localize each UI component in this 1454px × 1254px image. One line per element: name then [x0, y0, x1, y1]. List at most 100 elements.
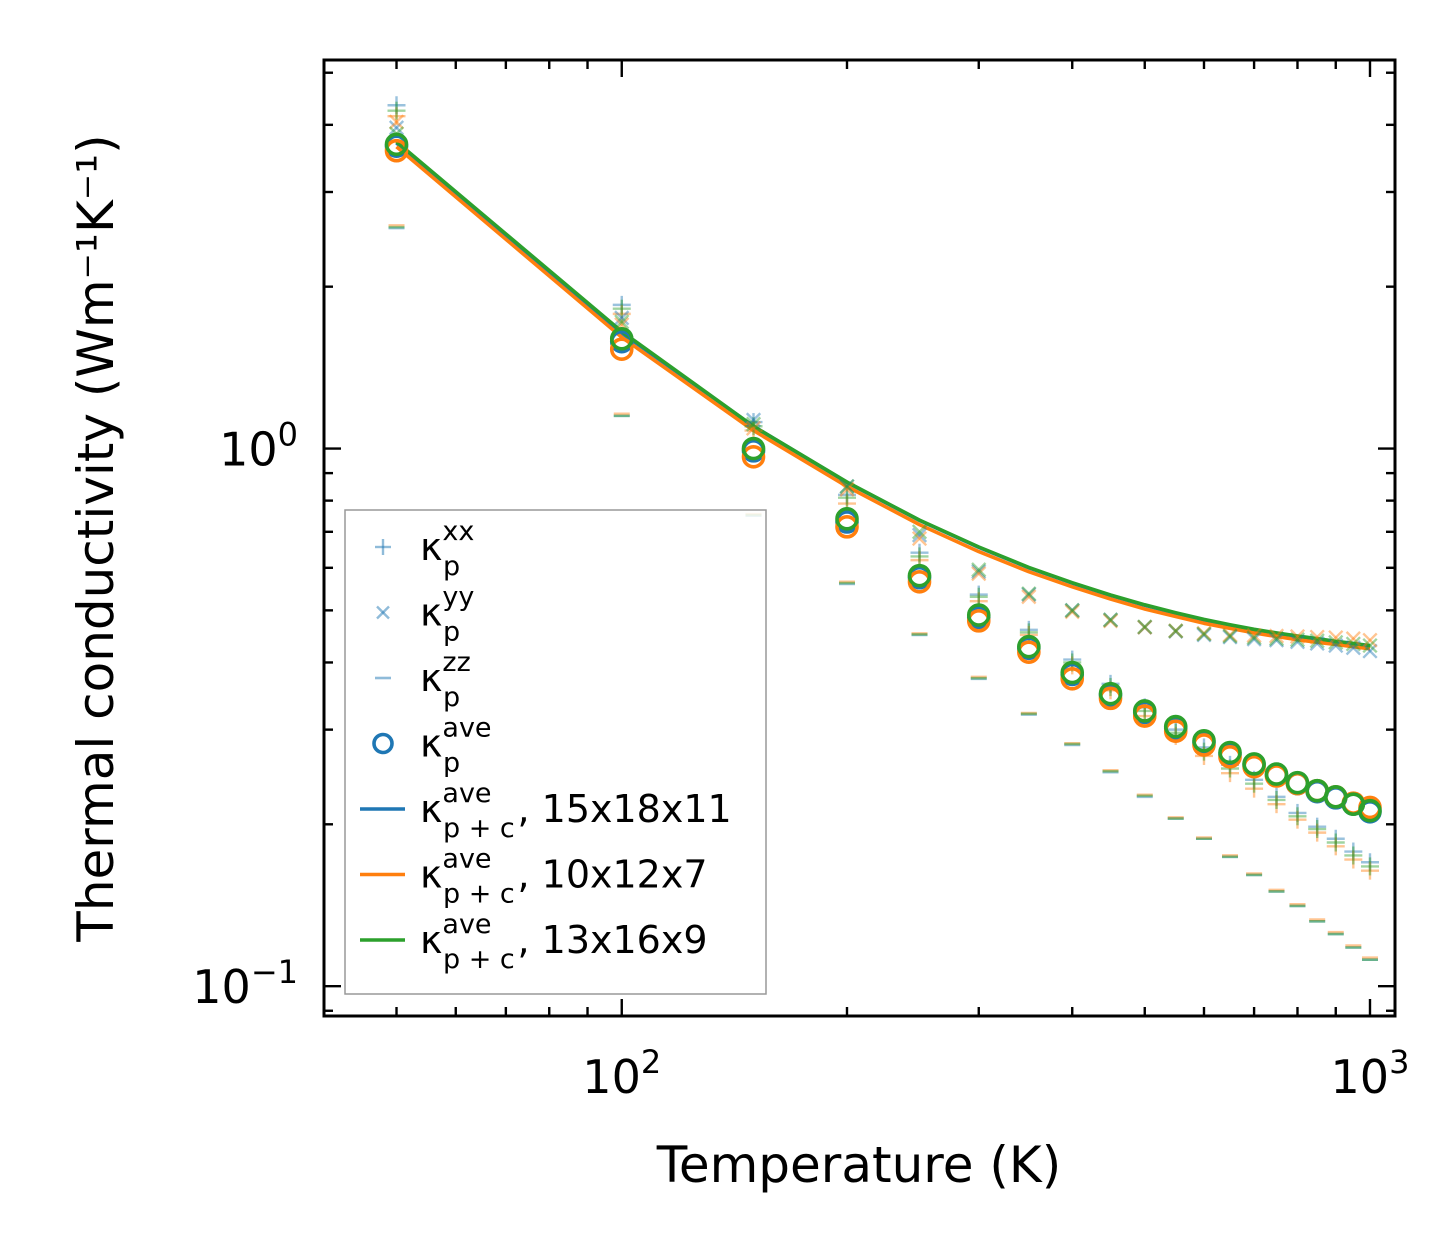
series-5-point-6-a [1021, 586, 1037, 602]
series-5-point-17 [1328, 634, 1344, 650]
series-11-point-13-ring [1242, 752, 1266, 776]
series-4-point-12 [1222, 627, 1238, 643]
series-3-point-11-b [1196, 627, 1212, 643]
data-markers [384, 96, 1382, 961]
series-4-point-13 [1246, 627, 1262, 644]
legend-suffix: , 15x18x11 [518, 787, 732, 831]
legend-superscript: xx [442, 516, 474, 547]
series-3-point-6-a [1021, 586, 1037, 603]
x-tick-label-exponent: 3 [1389, 1043, 1409, 1081]
series-1-point-18 [1344, 850, 1363, 869]
series-5-point-7-b [1064, 602, 1080, 618]
series-3-point-1-a [614, 310, 630, 326]
series-0-point-0 [387, 96, 406, 115]
series-4-point-10 [1168, 623, 1184, 639]
series-4-point-9-a [1137, 619, 1153, 635]
series-5-point-10-a [1168, 623, 1184, 639]
series-4-point-15-b [1289, 628, 1306, 645]
series-11-point-1 [609, 326, 634, 351]
series-3-point-15 [1289, 634, 1306, 650]
series-0-point-17 [1326, 829, 1345, 848]
series-line-13 [395, 145, 1371, 651]
legend-item-4: κave p + c, 15x18x11 [360, 778, 732, 844]
series-4-point-14-b [1268, 628, 1285, 644]
series-3-point-11-a [1196, 627, 1212, 643]
series-3-point-5-a [971, 564, 987, 580]
series-5-point-13 [1246, 629, 1262, 646]
series-11-point-8 [1098, 681, 1123, 706]
series-3-point-12-a [1222, 629, 1238, 645]
series-3-point-0-a [388, 120, 405, 136]
series-3-point-3-b [839, 478, 855, 495]
series-5-point-7-a [1064, 602, 1080, 618]
series-0-point-19 [1360, 853, 1379, 872]
series-1-point-1 [612, 304, 631, 323]
legend-subscript: p [443, 748, 460, 779]
series-4-point-0-b [388, 114, 405, 130]
series-5-point-15-a [1289, 632, 1306, 648]
series-3-point-14-b [1268, 632, 1285, 648]
series-3-point-12-b [1222, 629, 1238, 645]
legend-symbol: κ [420, 853, 442, 897]
series-4-point-17-a [1328, 629, 1344, 646]
series-4-point-16-b [1309, 629, 1325, 645]
series-5-point-16 [1309, 633, 1325, 649]
series-11-point-2-ring [741, 436, 766, 461]
series-11-point-3-ring [835, 507, 859, 531]
series-3-point-13-b [1246, 631, 1262, 647]
series-5-point-12-b [1222, 628, 1238, 644]
series-4-point-8-b [1102, 613, 1119, 629]
series-4-point-19-b [1362, 632, 1378, 648]
series-5-point-10-b [1168, 623, 1184, 639]
legend-item-5: κave p + c, 10x12x7 [360, 844, 708, 910]
axes-frame [322, 58, 1397, 1018]
y-tick-label-exponent: −1 [251, 953, 298, 991]
series-5-point-6-b [1021, 586, 1037, 602]
series-3-point-8 [1102, 612, 1119, 628]
legend-label-1: κyy p [420, 582, 474, 648]
series-3-point-17-a [1328, 637, 1344, 654]
series-3-point-8-b [1102, 612, 1119, 628]
series-4-point-2-b [745, 420, 762, 436]
legend-box [344, 509, 767, 995]
series-3-point-14-a [1268, 632, 1285, 648]
series-10-point-2 [741, 445, 766, 469]
y-tick-label-exponent: 0 [278, 416, 298, 454]
series-5-point-2-a [745, 416, 762, 432]
series-11-point-5 [966, 603, 991, 627]
series-4-point-7-b [1064, 604, 1080, 620]
series-5-point-19-b [1362, 637, 1378, 654]
series-5-point-5-b [971, 562, 987, 578]
series-11-point-14 [1264, 762, 1289, 786]
series-4-point-15-a [1289, 628, 1306, 645]
series-4-point-0-a [388, 114, 405, 130]
series-3-point-2-a [745, 412, 762, 428]
series-4-point-4-a [911, 530, 928, 547]
series-3-point-8-a [1102, 612, 1119, 628]
series-4-point-6-b [1021, 589, 1037, 605]
x-tick-label-base: 10 [1331, 1050, 1390, 1104]
series-4-point-10-a [1168, 623, 1184, 639]
series-11-point-10-ring [1163, 714, 1188, 739]
legend-superscript: ave [442, 844, 491, 875]
series-4-point-18 [1345, 631, 1361, 647]
series-11-point-7 [1060, 660, 1085, 685]
series-5-point-9-a [1137, 619, 1153, 635]
series-11-point-12-ring [1218, 740, 1242, 765]
series-3-point-17-b [1328, 637, 1344, 654]
series-11-point-19-ring [1358, 798, 1382, 823]
series-4-point-19-a [1362, 632, 1378, 648]
series-3-point-10 [1168, 623, 1184, 639]
series-11-point-7-ring [1060, 660, 1085, 685]
series-4-point-15 [1289, 628, 1306, 645]
series-2-point-19 [1360, 857, 1379, 876]
series-4-point-18-a [1345, 631, 1361, 647]
series-3-point-9 [1137, 619, 1153, 635]
series-4-point-5-a [971, 566, 987, 582]
series-5-point-3 [839, 478, 855, 495]
series-5-point-19-a [1362, 637, 1378, 654]
series-5-point-7 [1064, 602, 1080, 618]
series-0-point-16 [1308, 817, 1327, 836]
series-2-point-14 [1267, 790, 1286, 809]
series-5-point-19 [1362, 637, 1378, 654]
